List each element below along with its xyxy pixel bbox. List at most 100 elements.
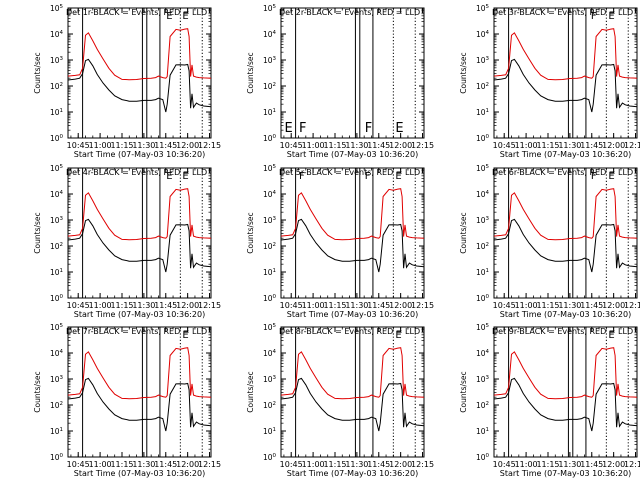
x-axis-label: Start Time (07-May-03 10:36:20) [500, 310, 631, 319]
x-axis-label: Start Time (07-May-03 10:36:20) [74, 469, 205, 478]
series-events-line [494, 377, 637, 432]
annotation-letter: F [365, 121, 372, 136]
y-tick-label: 101 [50, 108, 63, 117]
panel-title: Det 1r-BLACK = Events, RED = LLD [66, 8, 207, 17]
y-axis-label: Counts/sec [459, 52, 468, 93]
annotation-letter: E [182, 330, 188, 341]
x-tick-label: 12:00 [602, 460, 625, 469]
x-tick-label: 11:30 [558, 141, 581, 150]
x-tick-label: 11:45 [367, 301, 390, 310]
y-tick-label: 102 [476, 401, 489, 410]
y-axis-label: Counts/sec [33, 371, 42, 412]
y-tick-label: 100 [50, 453, 64, 462]
x-tick-label: 11:30 [558, 301, 581, 310]
x-tick-label: 11:00 [302, 141, 325, 150]
series-lld-line [494, 347, 637, 400]
y-tick-label: 104 [263, 190, 277, 199]
y-tick-label: 100 [263, 134, 277, 143]
x-tick-label: 11:00 [515, 301, 538, 310]
x-tick-label: 10:45 [493, 460, 516, 469]
x-tick-label: 12:15 [198, 460, 221, 469]
panel-title: Det 7r-BLACK = Events, RED = LLD [66, 327, 207, 336]
panel-title: Det 4r-BLACK = Events, RED = LLD [66, 168, 207, 177]
y-tick-label: 102 [50, 242, 63, 251]
x-tick-label: 11:45 [367, 460, 390, 469]
x-tick-label: 12:00 [602, 141, 625, 150]
x-tick-label: 11:45 [580, 460, 603, 469]
y-tick-label: 102 [50, 401, 63, 410]
series-events-line [68, 218, 211, 273]
y-tick-label: 101 [476, 108, 489, 117]
panel-title: Det 3r-BLACK = Events, RED = LLD [492, 8, 633, 17]
annotation-letter: E [608, 171, 614, 182]
x-tick-label: 11:30 [132, 460, 155, 469]
y-axis-label: Counts/sec [33, 212, 42, 253]
y-tick-label: 100 [476, 453, 490, 462]
x-tick-label: 11:15 [110, 301, 133, 310]
x-tick-label: 12:00 [176, 301, 199, 310]
x-tick-label: 11:00 [89, 460, 112, 469]
x-tick-label: 11:00 [302, 460, 325, 469]
series-events-line [281, 377, 424, 432]
x-tick-label: 11:30 [345, 301, 368, 310]
y-tick-label: 102 [263, 401, 276, 410]
x-tick-label: 12:00 [176, 460, 199, 469]
y-tick-label: 104 [50, 349, 64, 358]
y-axis-label: Counts/sec [246, 52, 255, 93]
plot-frame [493, 167, 638, 299]
x-tick-label: 11:30 [345, 460, 368, 469]
y-tick-label: 102 [476, 82, 489, 91]
x-tick-label: 11:30 [558, 460, 581, 469]
x-tick-label: 12:15 [198, 141, 221, 150]
x-tick-label: 10:45 [493, 141, 516, 150]
y-tick-label: 105 [263, 323, 277, 332]
series-lld-line [68, 28, 211, 81]
x-tick-label: 10:45 [67, 301, 90, 310]
x-tick-label: 11:15 [323, 141, 346, 150]
annotation-letter: E [395, 121, 403, 136]
x-tick-label: 10:45 [280, 301, 303, 310]
panel-title: Det 5r-BLACK = Events, RED = LLD [279, 168, 420, 177]
plot-frame [280, 167, 425, 299]
x-tick-label: 11:00 [89, 141, 112, 150]
x-tick-label: 11:15 [323, 460, 346, 469]
y-tick-label: 104 [263, 349, 277, 358]
y-tick-label: 103 [263, 375, 277, 384]
x-tick-label: 11:30 [132, 301, 155, 310]
x-tick-label: 11:30 [345, 141, 368, 150]
x-tick-label: 12:00 [176, 141, 199, 150]
x-axis-label: Start Time (07-May-03 10:36:20) [74, 310, 205, 319]
plot-frame [493, 7, 638, 139]
x-tick-label: 11:45 [580, 141, 603, 150]
x-tick-label: 12:00 [389, 460, 412, 469]
y-tick-label: 103 [476, 216, 490, 225]
y-tick-label: 103 [50, 216, 64, 225]
y-tick-label: 104 [50, 30, 64, 39]
y-axis-label: Counts/sec [246, 371, 255, 412]
x-tick-label: 11:45 [154, 460, 177, 469]
x-tick-label: 12:00 [389, 301, 412, 310]
annotation-letter: E [166, 171, 172, 182]
y-tick-label: 101 [50, 427, 63, 436]
x-tick-label: 11:15 [110, 460, 133, 469]
y-axis-label: Counts/sec [459, 212, 468, 253]
y-tick-label: 102 [476, 242, 489, 251]
y-tick-label: 101 [50, 268, 63, 277]
x-tick-label: 11:45 [367, 141, 390, 150]
annotation-letter: E [608, 11, 614, 22]
y-tick-label: 104 [476, 30, 490, 39]
annotation-letter: F [591, 171, 597, 182]
y-tick-label: 105 [476, 164, 490, 173]
x-tick-label: 12:15 [624, 460, 640, 469]
x-tick-label: 10:45 [67, 460, 90, 469]
y-tick-label: 105 [50, 323, 64, 332]
y-tick-label: 103 [50, 56, 64, 65]
panel-title: Det 8r-BLACK = Events, RED = LLD [279, 327, 420, 336]
annotation-letter: E [166, 11, 172, 22]
panel-title: Det 2r-BLACK = Events, RED = LLD [279, 8, 420, 17]
x-axis-label: Start Time (07-May-03 10:36:20) [287, 469, 418, 478]
